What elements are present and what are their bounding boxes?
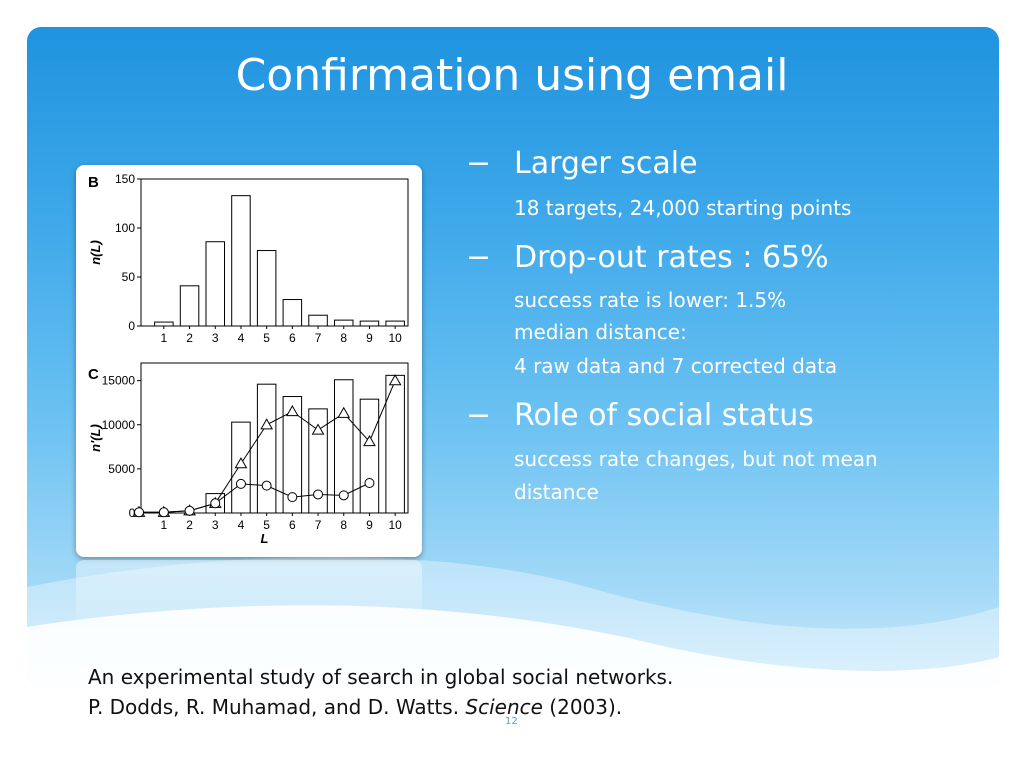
bar-B [333, 319, 354, 327]
bullet-dash: − [466, 398, 492, 433]
bar-B [205, 241, 226, 327]
x-tick-label: 9 [366, 331, 373, 345]
y-tick-label: 10000 [102, 418, 136, 432]
series-point-triangle [388, 374, 402, 386]
x-tick-label: 10 [388, 518, 402, 532]
bar-B [179, 285, 200, 327]
series-point-triangle [363, 435, 376, 447]
series-point-circle [134, 507, 144, 518]
wave-decoration [27, 557, 999, 687]
bullet-detail: 4 raw data and 7 corrected data [514, 354, 838, 378]
bullet-heading: Drop-out rates : 65% [514, 240, 829, 275]
series-point-triangle [234, 457, 248, 469]
series-point-circle [287, 492, 298, 503]
panel-label-B: B [88, 174, 99, 191]
bullet-heading: Role of social status [514, 398, 814, 433]
y-tick-label: 100 [115, 221, 135, 235]
series-point-circle [158, 507, 169, 518]
series-point-circle [313, 489, 324, 500]
series-point-circle [184, 505, 195, 516]
x-tick-label: 6 [289, 331, 296, 345]
page-number: 12 [505, 716, 518, 727]
y-tick-label: 5000 [108, 462, 135, 476]
bar-B [231, 195, 251, 327]
citation-journal: Science [465, 695, 543, 719]
series-point-circle [210, 498, 221, 509]
x-tick-label: 4 [238, 518, 245, 532]
figure-reflection [76, 560, 422, 640]
series-point-triangle [337, 406, 351, 418]
x-tick-label: 3 [212, 331, 219, 345]
y-axis-label-C: n'(L) [88, 424, 103, 452]
y-tick-label: 50 [122, 270, 136, 284]
y-tick-label: 150 [115, 172, 135, 186]
bar-B [256, 250, 277, 327]
x-tick-label: 9 [366, 518, 373, 532]
bar-C [359, 398, 380, 514]
y-axis-label-B: n(L) [88, 240, 103, 265]
x-tick-label: 5 [263, 331, 270, 345]
series-point-circle [235, 478, 246, 489]
x-tick-label: 6 [289, 518, 296, 532]
bar-C [256, 383, 277, 514]
citation-line-2: P. Dodds, R. Muhamad, and D. Watts. Scie… [88, 692, 673, 722]
series-point-circle [364, 478, 375, 488]
y-tick-label: 0 [128, 319, 135, 333]
x-tick-label: 2 [186, 331, 193, 345]
bullet-detail: success rate is lower: 1.5% [514, 288, 787, 312]
bullet-detail: median distance: [514, 320, 687, 344]
x-tick-label: 10 [388, 331, 402, 345]
x-tick-label: 7 [315, 331, 322, 345]
panel-label-C: C [88, 366, 99, 383]
slide-title: Confirmation using email [235, 50, 789, 101]
citation: An experimental study of search in globa… [88, 662, 673, 722]
series-point-circle [261, 480, 272, 491]
x-tick-label: 8 [340, 518, 347, 532]
bar-B [385, 320, 405, 327]
bullet-detail: success rate changes, but not mean [514, 447, 878, 471]
bar-B [282, 299, 303, 327]
bullet-dash: − [466, 240, 492, 275]
citation-authors: P. Dodds, R. Muhamad, and D. Watts. [88, 695, 466, 719]
bar-B [308, 314, 328, 327]
bullet-detail: 18 targets, 24,000 starting points [514, 196, 852, 220]
x-tick-label: 7 [315, 518, 322, 532]
x-tick-label: 2 [186, 518, 193, 532]
series-line-circle [139, 482, 370, 513]
y-tick-label: 15000 [102, 374, 136, 388]
series-point-triangle [311, 423, 325, 435]
x-axis-label-C: L [261, 531, 269, 546]
series-point-triangle [285, 405, 299, 417]
x-tick-label: 5 [263, 518, 270, 532]
x-tick-label: 1 [161, 331, 168, 345]
x-start-label: 0 [129, 506, 136, 520]
citation-line-1: An experimental study of search in globa… [88, 665, 674, 689]
bullet-heading: Larger scale [514, 146, 698, 181]
bullet-detail: distance [514, 480, 599, 504]
x-tick-label: 8 [340, 331, 347, 345]
x-tick-label: 3 [212, 518, 219, 532]
bar-B [154, 321, 174, 327]
x-tick-label: 1 [161, 518, 168, 532]
bar-B [359, 320, 380, 327]
series-point-triangle [260, 418, 274, 430]
x-tick-label: 4 [238, 331, 245, 345]
citation-year: (2003). [542, 695, 623, 719]
series-point-circle [338, 490, 349, 501]
bullet-dash: − [466, 146, 492, 181]
